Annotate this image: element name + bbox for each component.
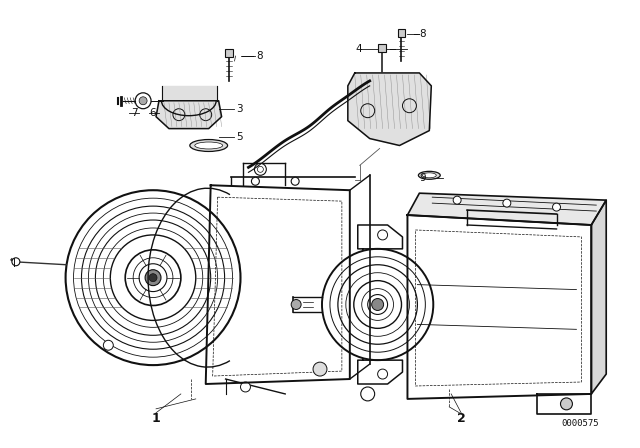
Bar xyxy=(397,29,406,37)
Text: 6: 6 xyxy=(150,108,156,118)
Text: 4: 4 xyxy=(355,44,362,54)
Circle shape xyxy=(561,398,572,410)
Circle shape xyxy=(453,196,461,204)
Text: 5: 5 xyxy=(237,132,243,142)
Text: 2: 2 xyxy=(457,412,465,425)
Polygon shape xyxy=(408,193,606,225)
Polygon shape xyxy=(591,200,606,394)
Polygon shape xyxy=(156,101,221,129)
Ellipse shape xyxy=(419,171,440,179)
Circle shape xyxy=(257,166,263,172)
Circle shape xyxy=(241,382,250,392)
Ellipse shape xyxy=(422,173,436,178)
Ellipse shape xyxy=(190,139,228,151)
Circle shape xyxy=(552,203,561,211)
Circle shape xyxy=(291,300,301,310)
Circle shape xyxy=(372,298,383,310)
Bar xyxy=(378,44,385,52)
Circle shape xyxy=(313,362,327,376)
Circle shape xyxy=(255,164,266,175)
Circle shape xyxy=(361,387,374,401)
Circle shape xyxy=(378,369,388,379)
Circle shape xyxy=(103,340,113,350)
Text: 8: 8 xyxy=(419,29,426,39)
Bar xyxy=(225,49,232,57)
Circle shape xyxy=(378,230,388,240)
Circle shape xyxy=(503,199,511,207)
Text: 9: 9 xyxy=(419,173,426,183)
Circle shape xyxy=(145,270,161,286)
Text: 1: 1 xyxy=(152,412,161,425)
Circle shape xyxy=(291,177,299,185)
Text: 0000575: 0000575 xyxy=(561,419,599,428)
Circle shape xyxy=(139,97,147,105)
Text: 7: 7 xyxy=(131,108,138,118)
Circle shape xyxy=(12,258,20,266)
Polygon shape xyxy=(348,73,431,146)
Circle shape xyxy=(252,177,259,185)
Text: 3: 3 xyxy=(237,104,243,114)
Ellipse shape xyxy=(195,142,223,149)
Circle shape xyxy=(149,274,157,282)
Text: 8: 8 xyxy=(257,51,263,61)
